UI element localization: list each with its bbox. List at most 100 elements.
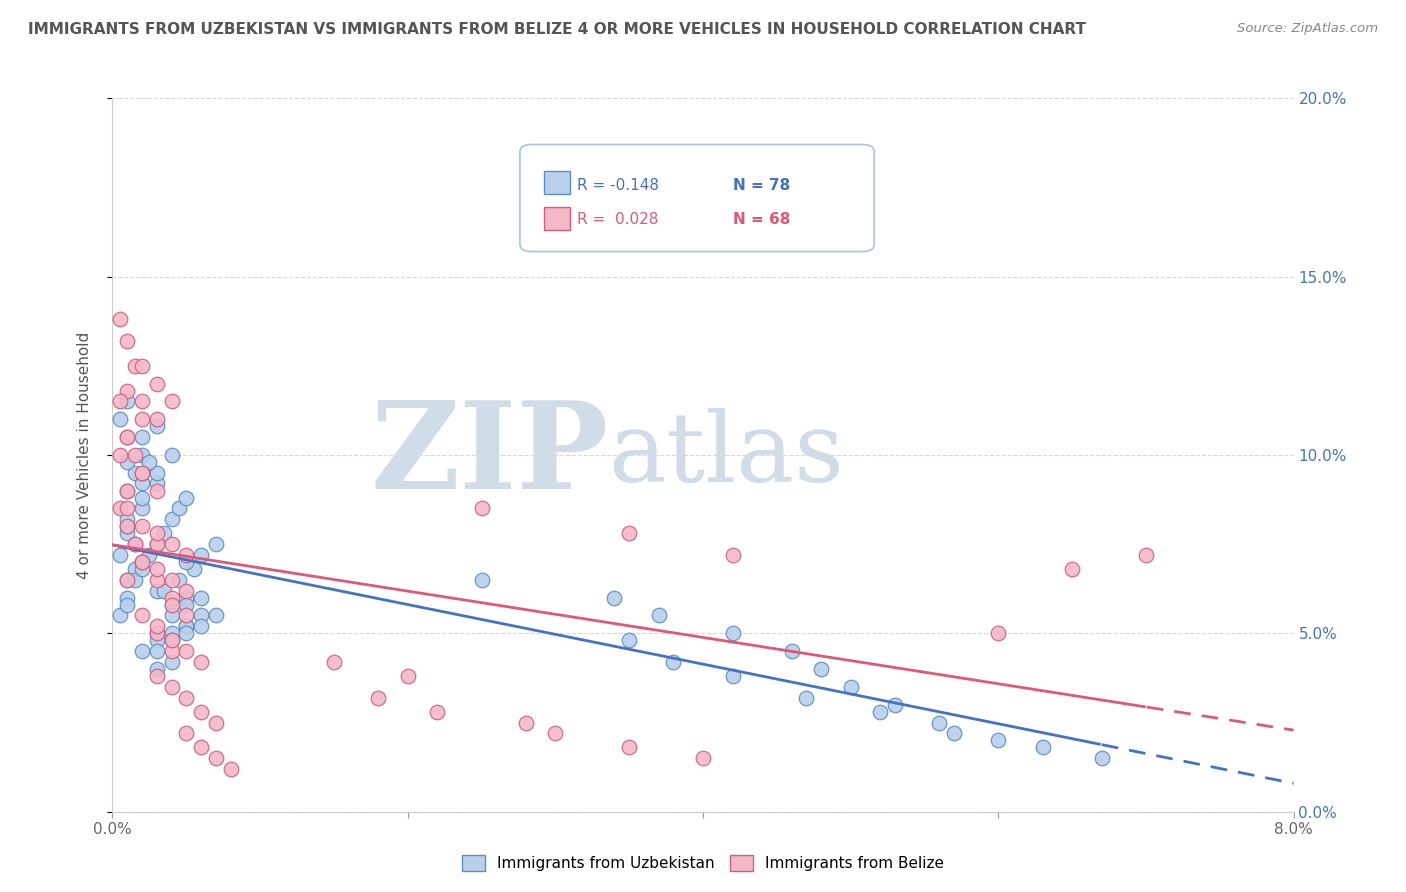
Point — [160, 448, 183, 462]
Point — [117, 526, 138, 541]
Point — [190, 548, 212, 562]
Point — [426, 705, 449, 719]
Point — [153, 583, 176, 598]
Point — [1032, 740, 1054, 755]
Text: IMMIGRANTS FROM UZBEKISTAN VS IMMIGRANTS FROM BELIZE 4 OR MORE VEHICLES IN HOUSE: IMMIGRANTS FROM UZBEKISTAN VS IMMIGRANTS… — [28, 22, 1085, 37]
Point — [810, 662, 832, 676]
Point — [146, 619, 169, 633]
Text: R =  0.028: R = 0.028 — [576, 212, 658, 227]
Point — [124, 466, 146, 480]
Point — [796, 690, 818, 705]
Point — [1135, 548, 1157, 562]
Point — [160, 598, 183, 612]
Point — [987, 626, 1010, 640]
Point — [131, 519, 153, 533]
Point — [780, 644, 803, 658]
Point — [124, 537, 146, 551]
Point — [108, 608, 131, 623]
Point — [190, 608, 212, 623]
Point — [160, 537, 183, 551]
Point — [183, 562, 205, 576]
Point — [146, 526, 169, 541]
Point — [108, 412, 131, 426]
Point — [131, 644, 153, 658]
Point — [160, 644, 183, 658]
Point — [108, 448, 131, 462]
Point — [124, 448, 146, 462]
Point — [138, 455, 160, 469]
Point — [839, 680, 862, 694]
Point — [146, 573, 169, 587]
Point — [153, 526, 176, 541]
Point — [167, 573, 190, 587]
Point — [471, 501, 494, 516]
Point — [146, 562, 169, 576]
Point — [131, 448, 153, 462]
Point — [131, 430, 153, 444]
Point — [124, 359, 146, 373]
Point — [146, 626, 169, 640]
Point — [190, 591, 212, 605]
Point — [131, 359, 153, 373]
Point — [205, 751, 228, 765]
Point — [1062, 562, 1084, 576]
Point — [160, 512, 183, 526]
Point — [160, 626, 183, 640]
Point — [884, 698, 907, 712]
Point — [987, 733, 1010, 747]
Point — [190, 655, 212, 669]
Point — [146, 669, 169, 683]
Point — [131, 412, 153, 426]
Point — [131, 555, 153, 569]
Point — [146, 483, 169, 498]
Text: Source: ZipAtlas.com: Source: ZipAtlas.com — [1237, 22, 1378, 36]
Point — [174, 583, 197, 598]
Point — [1091, 751, 1114, 765]
Point — [160, 680, 183, 694]
Point — [117, 384, 138, 398]
Text: atlas: atlas — [609, 408, 845, 502]
Text: N = 78: N = 78 — [733, 178, 790, 193]
Point — [146, 662, 169, 676]
Point — [124, 562, 146, 576]
Point — [174, 491, 197, 505]
Point — [396, 669, 419, 683]
Point — [131, 555, 153, 569]
Text: N = 68: N = 68 — [733, 212, 790, 227]
Point — [146, 466, 169, 480]
Point — [174, 619, 197, 633]
Point — [124, 537, 146, 551]
Point — [174, 626, 197, 640]
Point — [174, 598, 197, 612]
Text: ZIP: ZIP — [370, 396, 609, 514]
Point — [108, 312, 131, 326]
Point — [117, 501, 138, 516]
Point — [131, 608, 153, 623]
Point — [160, 655, 183, 669]
Y-axis label: 4 or more Vehicles in Household: 4 or more Vehicles in Household — [77, 331, 91, 579]
Point — [131, 466, 153, 480]
Point — [131, 476, 153, 491]
Point — [117, 430, 138, 444]
Point — [146, 537, 169, 551]
Point — [146, 626, 169, 640]
Point — [131, 555, 153, 569]
Point — [117, 512, 138, 526]
Point — [603, 591, 626, 605]
Point — [942, 726, 965, 740]
Point — [174, 555, 197, 569]
Point — [160, 633, 183, 648]
Point — [131, 562, 153, 576]
Point — [721, 548, 744, 562]
Point — [108, 501, 131, 516]
Point — [117, 483, 138, 498]
Point — [108, 548, 131, 562]
Point — [108, 394, 131, 409]
Point — [721, 669, 744, 683]
Point — [117, 394, 138, 409]
Point — [117, 573, 138, 587]
Point — [124, 573, 146, 587]
Point — [174, 619, 197, 633]
Point — [174, 591, 197, 605]
Point — [647, 608, 671, 623]
